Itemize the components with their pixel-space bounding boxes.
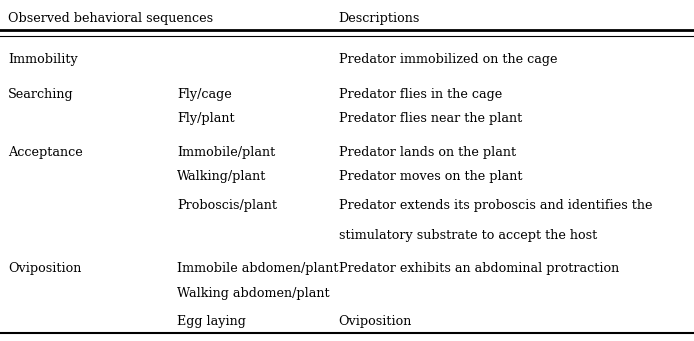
- Text: Searching: Searching: [8, 88, 74, 101]
- Text: Predator moves on the plant: Predator moves on the plant: [339, 170, 522, 183]
- Text: Fly/cage: Fly/cage: [177, 88, 232, 101]
- Text: Immobile/plant: Immobile/plant: [177, 146, 276, 159]
- Text: Observed behavioral sequences: Observed behavioral sequences: [8, 12, 214, 25]
- Text: Walking/plant: Walking/plant: [177, 170, 266, 183]
- Text: Oviposition: Oviposition: [339, 315, 412, 328]
- Text: Egg laying: Egg laying: [177, 315, 246, 328]
- Text: Immobile abdomen/plant: Immobile abdomen/plant: [177, 262, 339, 275]
- Text: Predator extends its proboscis and identifies the: Predator extends its proboscis and ident…: [339, 199, 652, 212]
- Text: Predator flies in the cage: Predator flies in the cage: [339, 88, 502, 101]
- Text: Acceptance: Acceptance: [8, 146, 83, 159]
- Text: Descriptions: Descriptions: [339, 12, 420, 25]
- Text: Immobility: Immobility: [8, 53, 78, 66]
- Text: Predator immobilized on the cage: Predator immobilized on the cage: [339, 53, 557, 66]
- Text: Predator flies near the plant: Predator flies near the plant: [339, 112, 522, 125]
- Text: Fly/plant: Fly/plant: [177, 112, 235, 125]
- Text: Oviposition: Oviposition: [8, 262, 82, 275]
- Text: Predator exhibits an abdominal protraction: Predator exhibits an abdominal protracti…: [339, 262, 619, 275]
- Text: Predator lands on the plant: Predator lands on the plant: [339, 146, 516, 159]
- Text: stimulatory substrate to accept the host: stimulatory substrate to accept the host: [339, 229, 597, 242]
- Text: Walking abdomen/plant: Walking abdomen/plant: [177, 287, 330, 300]
- Text: Proboscis/plant: Proboscis/plant: [177, 199, 277, 212]
